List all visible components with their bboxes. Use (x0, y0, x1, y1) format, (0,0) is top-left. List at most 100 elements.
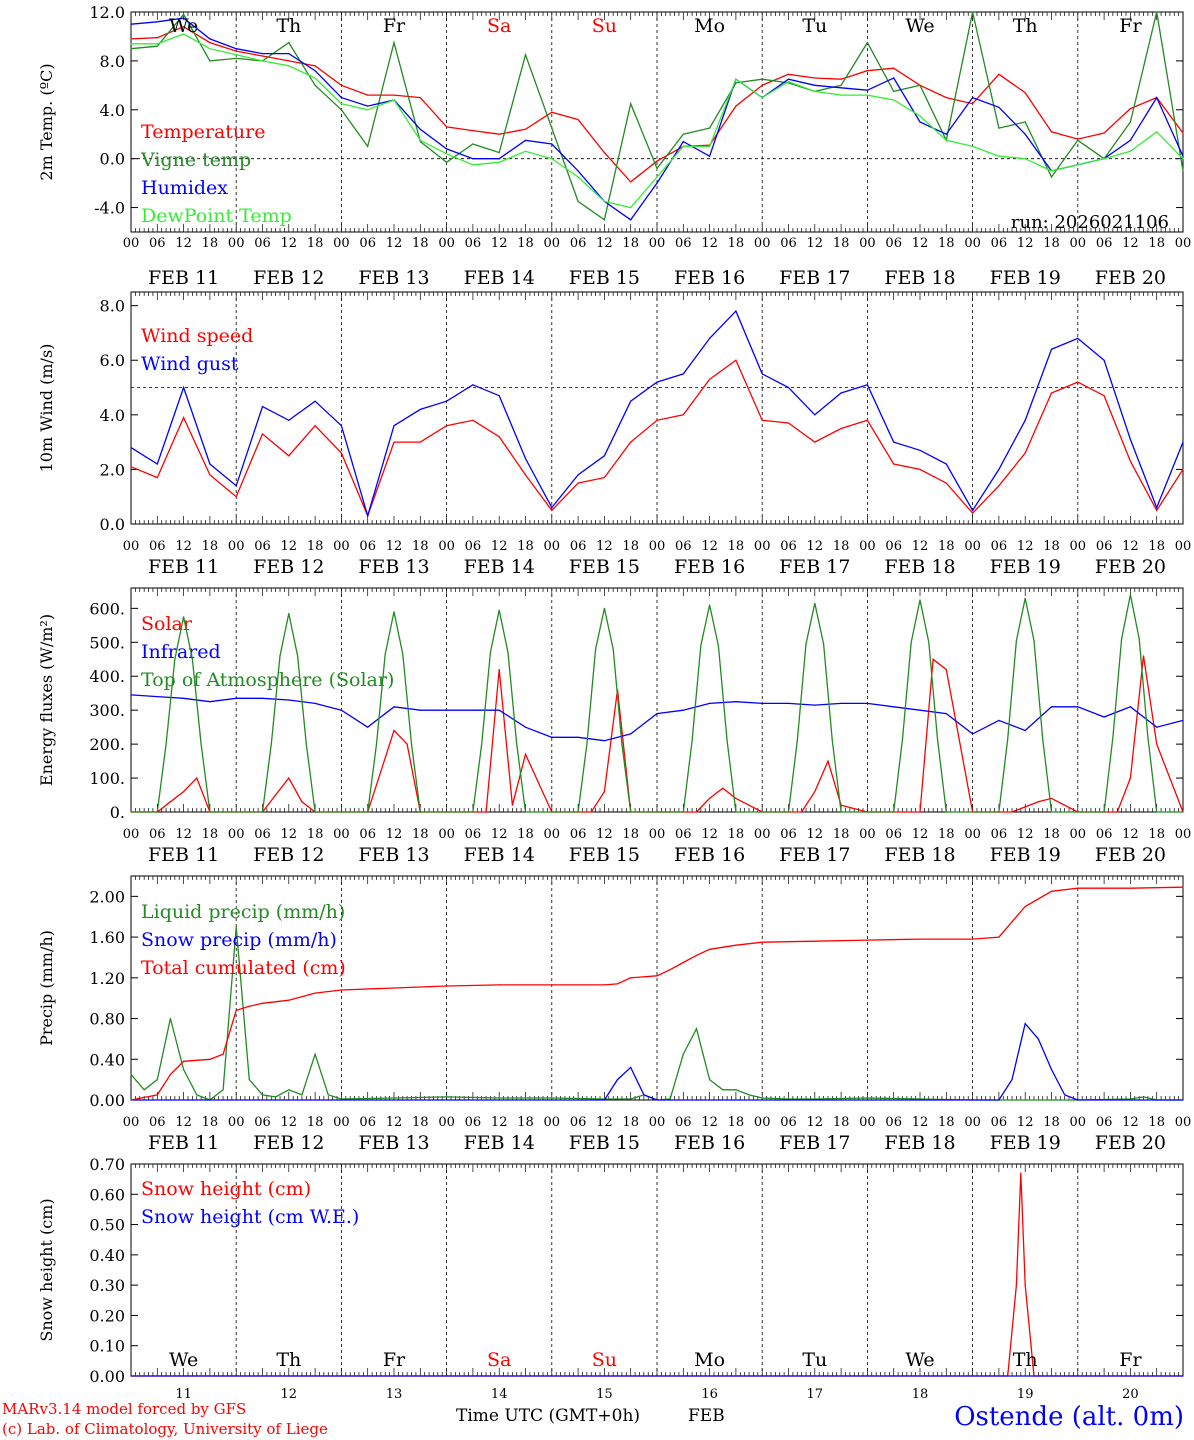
data-point (261, 55, 264, 57)
data-point (551, 507, 553, 509)
data-point (130, 38, 132, 40)
data-point (630, 103, 632, 105)
hour-tick-label: 18 (307, 1115, 324, 1130)
y-axis-title: Energy fluxes (W/m²) (37, 614, 56, 786)
data-point (840, 87, 842, 89)
hour-tick-label: 06 (675, 539, 692, 554)
date-label: FEB 20 (1095, 1132, 1166, 1154)
data-point (165, 743, 167, 745)
hour-tick-label: 18 (412, 827, 429, 842)
hour-tick-label: 12 (1017, 827, 1034, 842)
data-point (1024, 806, 1026, 808)
hour-tick-label: 18 (307, 539, 324, 554)
hour-tick-label: 06 (1096, 1115, 1113, 1130)
data-point (275, 794, 277, 796)
data-point (288, 612, 290, 615)
data-point (446, 148, 448, 150)
data-point (1138, 638, 1140, 640)
data-point (932, 658, 934, 660)
data-point (1182, 886, 1184, 888)
y-tick-label: 200. (89, 735, 125, 754)
data-point (630, 207, 632, 209)
weekday-label: Tu (802, 1349, 827, 1371)
data-point (1182, 170, 1184, 172)
hour-tick-label: 18 (517, 539, 534, 554)
hour-tick-label: 00 (228, 827, 245, 842)
data-point (209, 60, 211, 62)
hour-tick-label: 06 (1096, 539, 1113, 554)
hour-tick-label: 12 (386, 539, 403, 554)
data-point (235, 485, 237, 487)
data-point (551, 811, 553, 813)
data-point (340, 709, 342, 711)
hour-tick-label: 00 (1070, 539, 1087, 554)
hour-tick-label: 12 (807, 236, 824, 251)
hour-tick-label: 06 (359, 236, 376, 251)
legend-entry: Snow height (cm W.E.) (141, 1206, 359, 1228)
date-label: FEB 19 (990, 844, 1061, 866)
y-axis-title: Precip (mm/h) (37, 930, 56, 1046)
data-point (1077, 381, 1079, 383)
hour-tick-label: 12 (701, 236, 718, 251)
data-point (209, 701, 211, 703)
data-point (1064, 1094, 1066, 1096)
data-point (709, 378, 711, 380)
data-point (643, 1094, 645, 1096)
panel-precip: 0.00 0.40 0.80 1.20 1.60 2.00 Precip (mm/h) Liq… (37, 875, 1191, 1154)
hour-tick-label: 12 (1122, 827, 1139, 842)
legend-entry: Wind gust (141, 353, 239, 375)
data-point (695, 954, 698, 957)
data-point (1129, 460, 1131, 462)
data-point (288, 65, 290, 67)
hour-tick-label: 06 (1096, 827, 1113, 842)
y-tick-label: 12.0 (89, 3, 125, 22)
data-point (682, 961, 684, 964)
date-label: FEB 16 (674, 267, 745, 289)
data-point (748, 1094, 750, 1096)
data-point (1024, 121, 1026, 123)
hour-tick-label: 00 (964, 827, 981, 842)
data-point (814, 441, 816, 443)
data-point (261, 1002, 264, 1004)
hour-tick-label: 00 (123, 827, 140, 842)
hour-tick-label: 18 (517, 1115, 534, 1130)
day-number-label: 19 (1017, 1387, 1034, 1402)
data-point (314, 811, 316, 813)
data-point (130, 23, 132, 25)
data-point (419, 811, 421, 813)
hour-tick-label: 12 (912, 236, 929, 251)
data-point (1015, 640, 1018, 642)
data-point (551, 1099, 553, 1101)
data-point (603, 1099, 606, 1101)
y-tick-label: 6.0 (100, 351, 125, 370)
data-point (410, 743, 413, 745)
data-point (288, 777, 290, 779)
hour-tick-label: 00 (438, 236, 455, 251)
data-point (375, 743, 378, 745)
hour-tick-label: 18 (1043, 827, 1060, 842)
data-point (446, 1096, 448, 1098)
data-point (682, 133, 684, 135)
data-point (1077, 337, 1079, 339)
data-point (235, 54, 237, 56)
weekday-label: Sa (487, 1349, 511, 1371)
data-point (1050, 890, 1053, 892)
hour-tick-label: 00 (438, 539, 455, 554)
data-point (367, 105, 369, 107)
legend-entry: Infrared (141, 641, 221, 663)
data-point (682, 1053, 684, 1055)
hour-tick-label: 06 (254, 236, 271, 251)
data-point (630, 400, 632, 402)
hour-tick-label: 00 (754, 236, 771, 251)
data-point (314, 1053, 316, 1055)
data-point (248, 1079, 250, 1081)
data-point (893, 90, 895, 92)
hour-tick-label: 06 (254, 539, 271, 554)
data-point (183, 791, 185, 793)
data-point (288, 999, 290, 1001)
data-point (472, 384, 474, 386)
data-point (1182, 441, 1184, 443)
data-point (367, 811, 369, 813)
hour-tick-label: 12 (596, 539, 613, 554)
data-point (209, 474, 211, 476)
